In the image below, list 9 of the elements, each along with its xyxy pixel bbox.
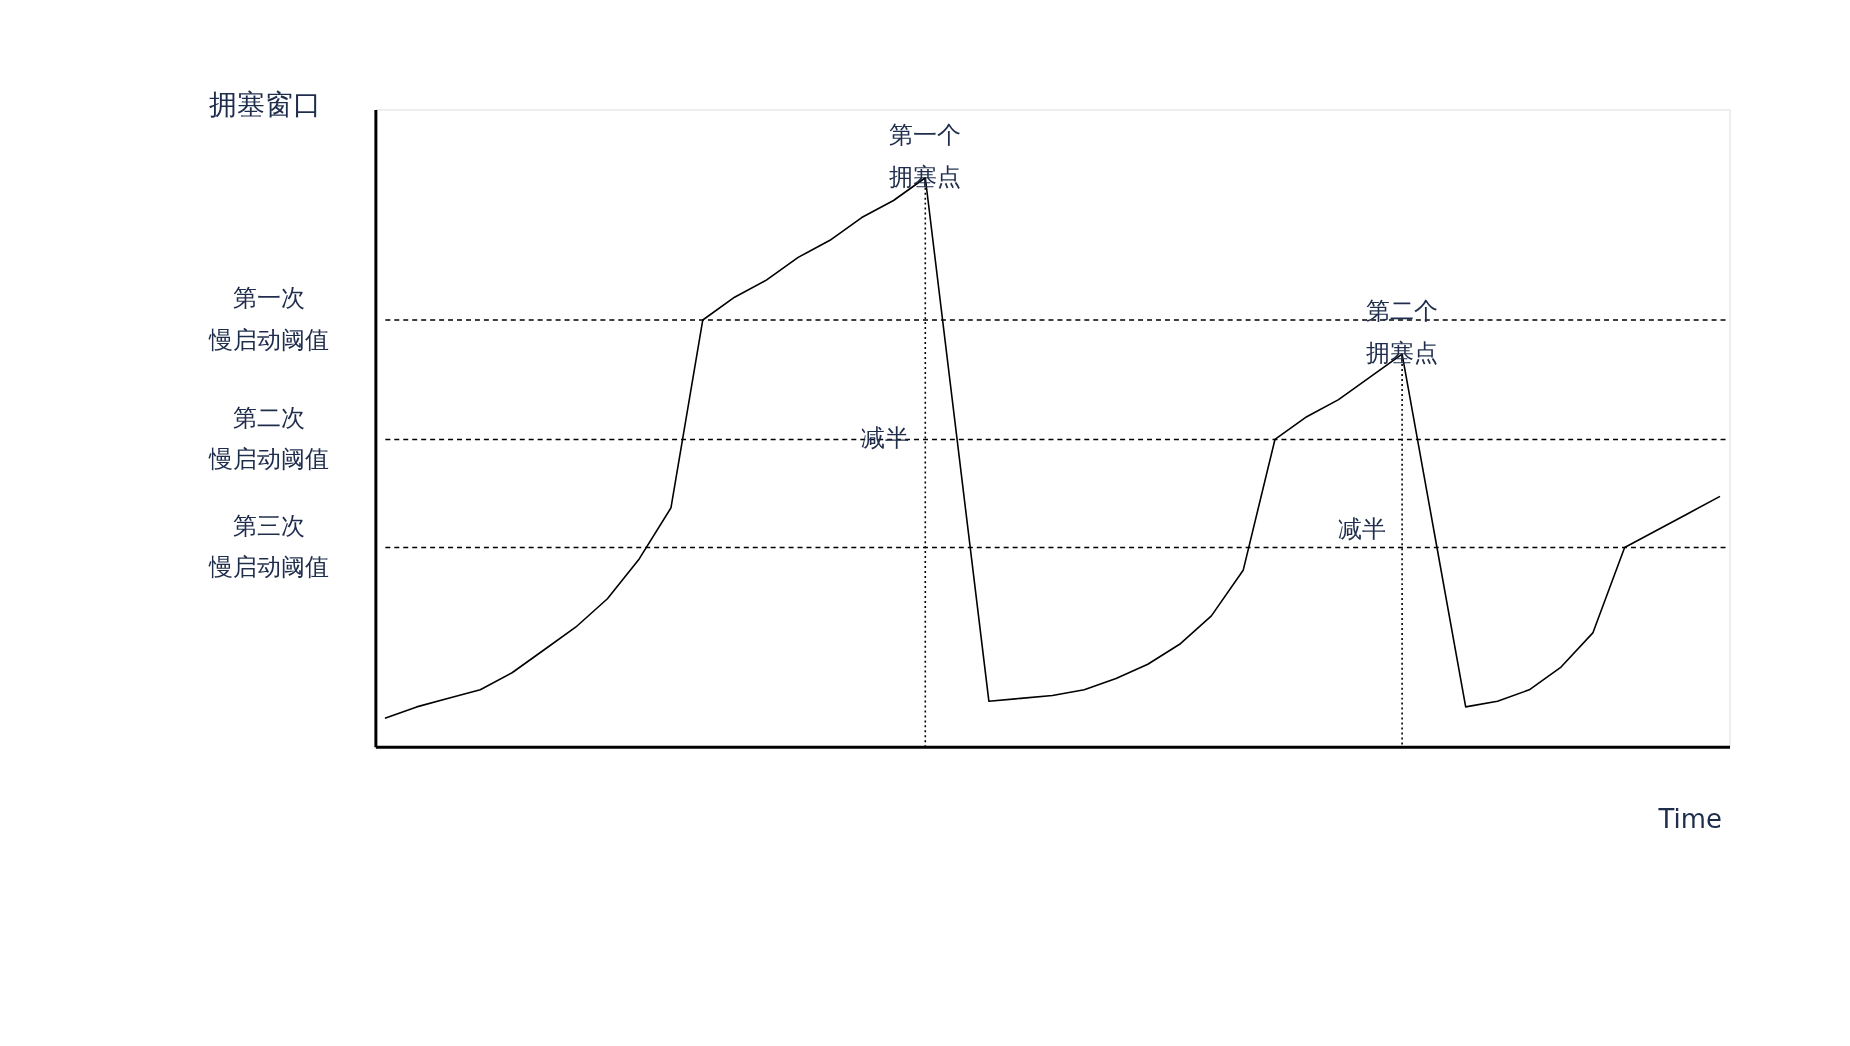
annotation: 第二个拥塞点 — [1366, 297, 1439, 368]
annotation: 减半 — [861, 424, 910, 453]
ref-line-label: 第三次慢启动阈值 — [207, 511, 329, 582]
ref-line-label: 第二次慢启动阈值 — [207, 403, 329, 474]
x-axis-title: Time — [1657, 803, 1722, 834]
annotation: 第一个拥塞点 — [889, 120, 962, 191]
annotation: 减半 — [1338, 515, 1387, 544]
y-axis-title: 拥塞窗口 — [209, 87, 322, 121]
ref-line-label: 第一次慢启动阈值 — [207, 284, 329, 354]
